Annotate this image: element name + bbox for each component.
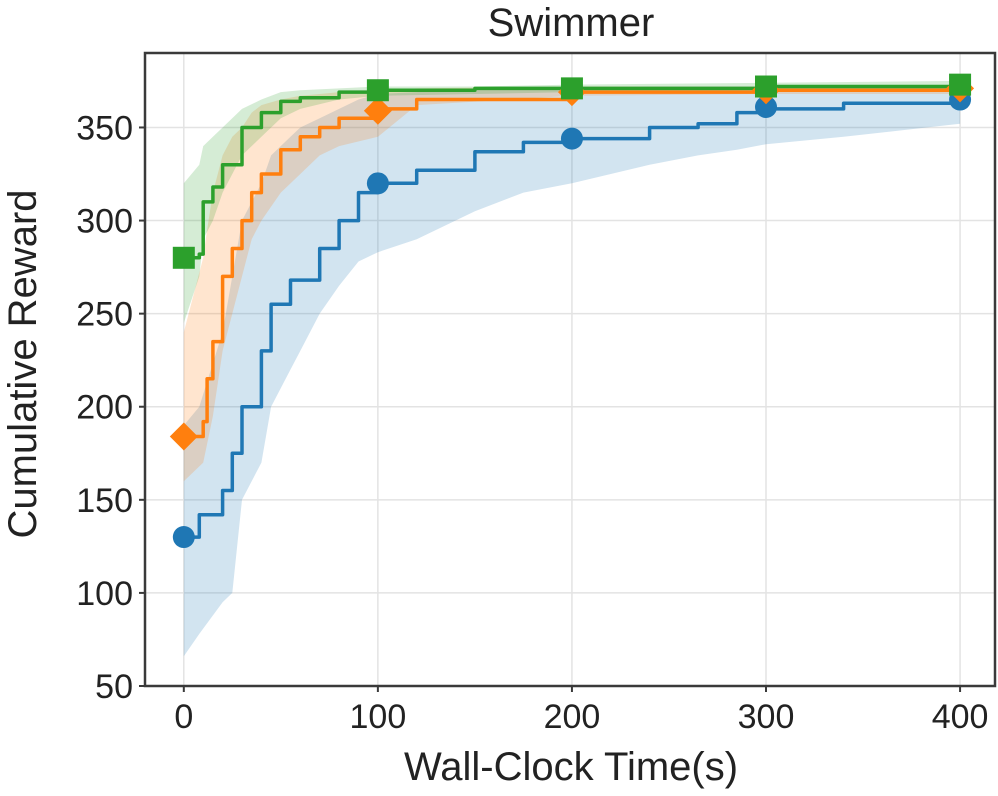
blue-circle-point xyxy=(172,526,195,549)
green-square-point xyxy=(366,79,389,102)
y-tick-label: 300 xyxy=(76,203,133,241)
y-tick-label: 100 xyxy=(76,575,133,613)
green-square-band xyxy=(183,80,961,324)
blue-circle-line xyxy=(183,99,962,539)
chart-title: Swimmer xyxy=(488,1,655,45)
x-tick-label: 300 xyxy=(738,698,795,736)
green-square-point xyxy=(755,75,778,98)
y-tick-label: 350 xyxy=(76,109,133,147)
orange-diamond-line xyxy=(183,88,961,439)
x-axis-ticks: 0 100 200 300 400 xyxy=(174,686,988,736)
orange-diamond-point xyxy=(169,422,198,451)
x-tick-label: 200 xyxy=(544,698,601,736)
x-tick-label: 0 xyxy=(174,698,193,736)
y-tick-label: 250 xyxy=(76,296,133,334)
y-tick-label: 200 xyxy=(76,389,133,427)
green-square-point xyxy=(560,77,583,100)
green-square-point xyxy=(949,73,972,96)
plot-frame xyxy=(143,51,997,688)
x-axis-title: Wall-Clock Time(s) xyxy=(404,745,738,789)
orange-diamond-point xyxy=(363,96,392,125)
green-square-point xyxy=(172,246,195,269)
series-lines xyxy=(183,84,962,539)
green-square-line xyxy=(183,84,962,260)
y-axis-title: Cumulative Reward xyxy=(1,189,45,538)
blue-circle-band xyxy=(183,86,961,657)
y-tick-label: 50 xyxy=(95,668,133,706)
blue-circle-point xyxy=(560,127,583,150)
x-tick-label: 400 xyxy=(932,698,989,736)
y-tick-label: 150 xyxy=(76,482,133,520)
blue-circle-point xyxy=(366,172,389,195)
blue-circle-point xyxy=(755,95,778,118)
y-axis-ticks: 50 100 150 200 250 300 350 xyxy=(76,109,145,706)
x-tick-label: 100 xyxy=(350,698,407,736)
series-markers xyxy=(169,73,975,549)
